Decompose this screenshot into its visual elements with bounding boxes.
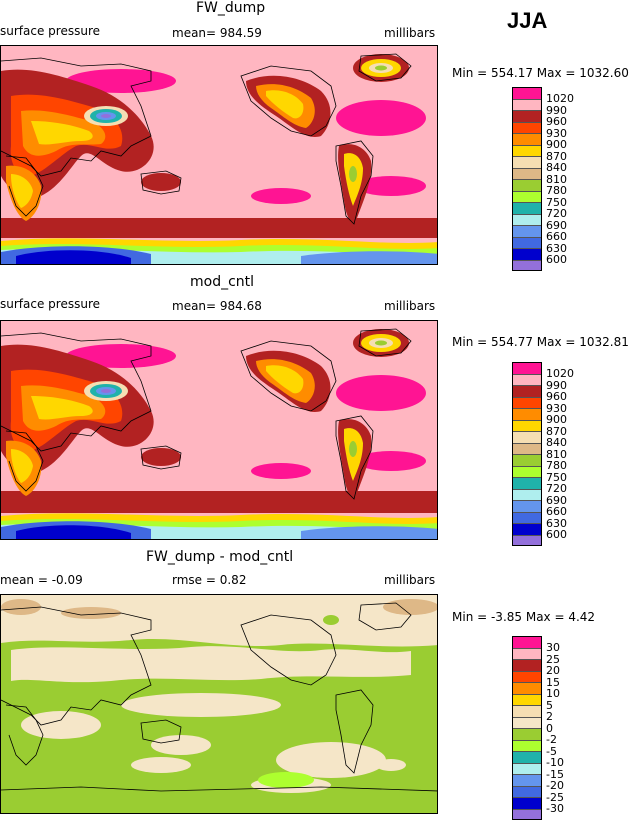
- panel2-legend-swatch: [512, 523, 542, 535]
- panel1-legend-swatch: [512, 179, 542, 191]
- panel2-legend-swatch: [512, 489, 542, 501]
- panel1-legend-swatch: [512, 191, 542, 203]
- panel3-legend-swatch: [512, 809, 542, 820]
- panel3-difference-map: [1, 595, 438, 814]
- panel3-rmse-label: rmse = 0.82: [172, 573, 246, 587]
- panel1-legend-swatch: [512, 110, 542, 122]
- panel1-legend-swatch: [512, 133, 542, 145]
- panel1-legend-swatch: [512, 122, 542, 134]
- panel2-legend-swatch: [512, 408, 542, 420]
- panel3-title: FW_dump - mod_cntl: [146, 549, 293, 565]
- panel3-legend-swatch: [512, 728, 542, 740]
- panel3-legend-swatch: [512, 694, 542, 706]
- panel2-legend-swatch: [512, 431, 542, 443]
- panel1-legend-swatch: [512, 214, 542, 226]
- panel1-legend-swatch: [512, 99, 542, 111]
- panel2-left-label: surface pressure: [0, 297, 100, 311]
- panel3-map: [0, 594, 438, 814]
- panel2-legend-swatch: [512, 420, 542, 432]
- panel3-legend-swatch: [512, 682, 542, 694]
- panel2-title: mod_cntl: [190, 274, 254, 290]
- panel2-legend-swatch: [512, 477, 542, 489]
- panel3-mean-label: mean = -0.09: [0, 573, 83, 587]
- panel1-minmax: Min = 554.17 Max = 1032.60: [452, 66, 629, 80]
- panel1-left-label: surface pressure: [0, 24, 100, 38]
- panel2-legend-swatch: [512, 385, 542, 397]
- panel3-legend-swatch: [512, 763, 542, 775]
- panel2-legend-swatch: [512, 443, 542, 455]
- panel2-legend-swatch: [512, 397, 542, 409]
- panel3-legend-swatch: [512, 671, 542, 683]
- panel2-legend-swatch: [512, 512, 542, 524]
- panel3-legend-swatch: [512, 659, 542, 671]
- panel1-title: FW_dump: [196, 0, 265, 16]
- panel3-legend-swatch: [512, 786, 542, 798]
- panel2-legend-swatch: [512, 362, 542, 374]
- panel3-legend-swatch: [512, 774, 542, 786]
- panel3-legend-label: -30: [546, 802, 564, 815]
- panel1-legend-label: 600: [546, 253, 567, 266]
- panel2-legend-swatch: [512, 454, 542, 466]
- panel1-units-label: millibars: [384, 26, 435, 40]
- panel3-legend-swatch: [512, 636, 542, 648]
- panel1-map: [0, 45, 438, 265]
- panel1-legend-swatch: [512, 87, 542, 99]
- panel1-legend-swatch: [512, 260, 542, 272]
- panel3-legend-swatch: [512, 797, 542, 809]
- panel1-legend-swatch: [512, 202, 542, 214]
- panel3-units-label: millibars: [384, 573, 435, 587]
- panel1-legend-swatch: [512, 237, 542, 249]
- panel3-minmax: Min = -3.85 Max = 4.42: [452, 610, 595, 624]
- panel1-legend-swatch: [512, 145, 542, 157]
- panel3-legend-swatch: [512, 751, 542, 763]
- panel2-mean-label: mean= 984.68: [172, 299, 262, 313]
- panel2-legend-swatch: [512, 535, 542, 547]
- panel2-legend-swatch: [512, 466, 542, 478]
- panel3-legend-swatch: [512, 648, 542, 660]
- season-label: JJA: [507, 8, 547, 34]
- panel1-legend-swatch: [512, 168, 542, 180]
- panel2-map: [0, 320, 438, 540]
- panel1-mean-label: mean= 984.59: [172, 26, 262, 40]
- panel2-minmax: Min = 554.77 Max = 1032.81: [452, 335, 629, 349]
- panel1-legend-swatch: [512, 156, 542, 168]
- panel2-legend-swatch: [512, 500, 542, 512]
- panel1-legend-swatch: [512, 248, 542, 260]
- panel3-legend-swatch: [512, 740, 542, 752]
- panel3-legend-swatch: [512, 717, 542, 729]
- panel2-pressure-map: [1, 321, 438, 540]
- panel2-legend-swatch: [512, 374, 542, 386]
- panel2-units-label: millibars: [384, 299, 435, 313]
- panel2-legend-label: 600: [546, 528, 567, 541]
- panel1-pressure-map: [1, 46, 438, 265]
- panel1-legend-swatch: [512, 225, 542, 237]
- panel3-legend-swatch: [512, 705, 542, 717]
